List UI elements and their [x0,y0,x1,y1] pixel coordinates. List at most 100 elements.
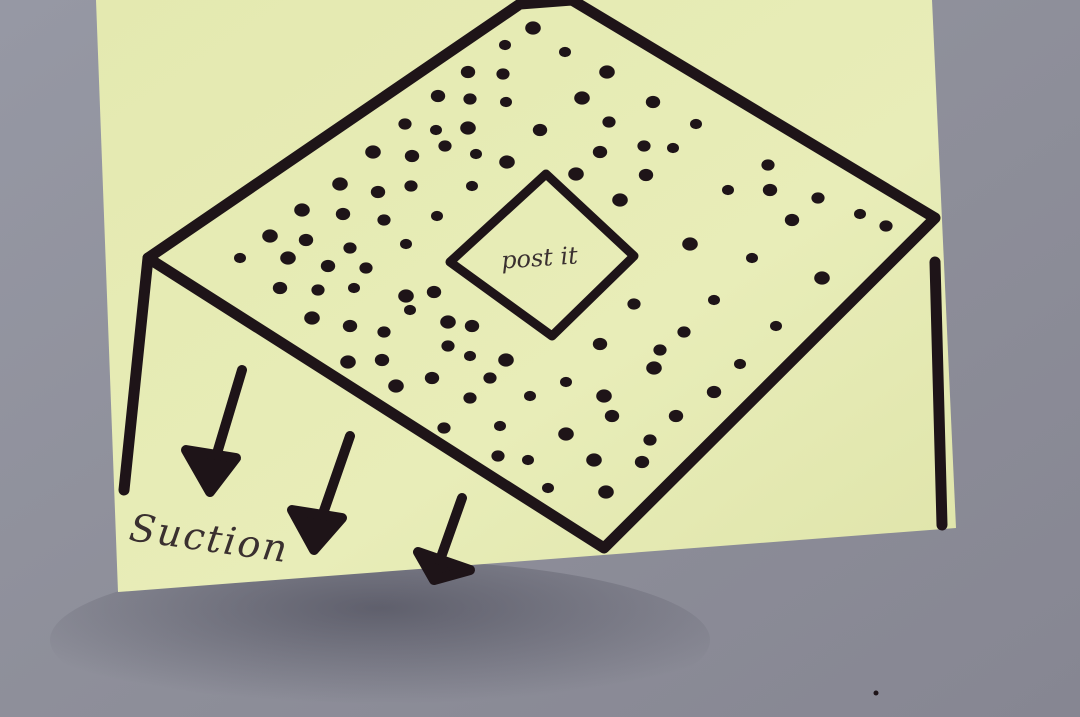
dot [441,340,455,352]
dot [734,358,746,370]
dot [440,315,456,329]
dot [437,422,451,434]
dot [234,252,246,264]
dot [602,116,616,128]
dot [586,453,602,467]
dot [340,355,356,369]
dot-grid [234,21,893,499]
dot [426,285,442,299]
wall-speck [873,690,879,696]
dot [483,372,497,384]
dot [463,93,477,105]
arrow-icon [413,493,475,585]
dot [560,376,572,388]
dot [708,294,720,306]
dot [879,220,893,232]
dot [343,242,357,254]
dot [466,180,478,192]
dot [398,289,414,303]
dot [746,252,758,264]
dot [499,39,511,51]
dot [491,450,505,462]
dot [634,455,650,469]
dot [374,353,390,367]
dot [320,259,336,273]
dot [574,91,590,105]
dot [348,282,360,294]
dot [499,155,515,169]
dot [430,124,442,136]
dot [653,344,667,356]
dot [604,409,620,423]
dot [431,210,443,222]
dot [359,262,373,274]
dot [784,213,800,227]
dot [761,159,775,171]
dot [311,284,325,296]
dot [592,145,608,159]
dot [470,148,482,160]
dot [525,21,541,35]
dot [332,177,348,191]
center-label: post it [500,241,579,274]
dot [690,118,702,130]
dot [365,145,381,159]
dot [404,149,420,163]
dot [542,482,554,494]
dot [532,123,548,137]
dot [438,140,452,152]
dot [524,390,536,402]
dot [667,142,679,154]
dot [811,192,825,204]
dot [677,326,691,338]
dot [646,361,662,375]
inner-diamond [445,169,639,341]
dot [460,121,476,135]
dot [430,89,446,103]
left-edge [118,252,154,496]
dot [262,229,278,243]
dot [496,68,510,80]
dot [598,485,614,499]
dot [612,193,628,207]
dot [627,298,641,310]
dot [370,185,386,199]
dot [559,46,571,58]
arrow-icon [287,431,355,555]
dot [404,304,416,316]
dot [770,320,782,332]
drawing [118,0,948,554]
dot [682,237,698,251]
dot [400,238,412,250]
dot [377,326,391,338]
dot [294,203,310,217]
dot [463,392,477,404]
dot [668,409,684,423]
dot [460,65,476,79]
dot [558,427,574,441]
dot [706,385,722,399]
dot [568,167,584,181]
dot [280,251,296,265]
dot [592,337,608,351]
dot [522,454,534,466]
arrow-icon [181,365,247,497]
right-edge [929,256,948,531]
suction-arrows [181,365,475,585]
dot [637,140,651,152]
dot [377,214,391,226]
dot [464,319,480,333]
dot [335,207,351,221]
note-shadow [50,560,710,717]
dot [762,183,778,197]
dot [814,271,830,285]
dot [398,118,412,130]
dot [342,319,358,333]
dot [298,233,314,247]
dot [645,95,661,109]
dot [596,389,612,403]
dot [404,180,418,192]
dot [500,96,512,108]
dot [464,350,476,362]
